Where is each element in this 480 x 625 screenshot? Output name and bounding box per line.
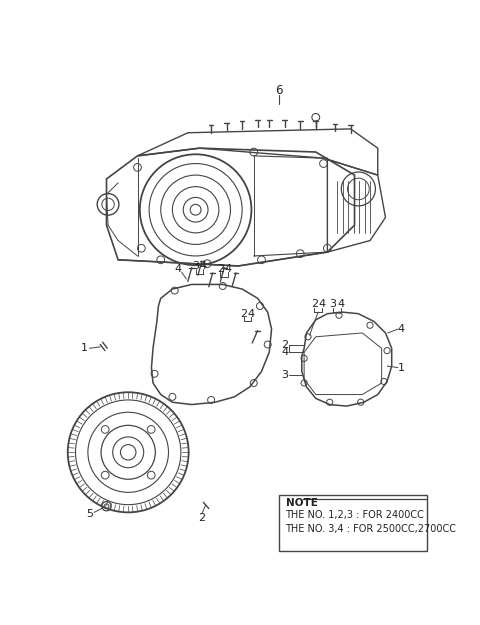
Text: 4: 4 bbox=[225, 264, 232, 274]
Text: 2: 2 bbox=[281, 339, 288, 349]
Text: THE NO. 3,4 : FOR 2500CC,2700CC: THE NO. 3,4 : FOR 2500CC,2700CC bbox=[286, 524, 456, 534]
Text: 3: 3 bbox=[329, 299, 336, 309]
Text: 1: 1 bbox=[397, 362, 405, 372]
Text: 1: 1 bbox=[81, 343, 88, 353]
Text: THE NO. 1,2,3 : FOR 2400CC: THE NO. 1,2,3 : FOR 2400CC bbox=[286, 511, 424, 521]
Text: 4: 4 bbox=[248, 309, 255, 319]
Text: 3: 3 bbox=[192, 261, 199, 271]
Text: NOTE: NOTE bbox=[286, 498, 317, 508]
Text: 5: 5 bbox=[86, 509, 93, 519]
Text: 3: 3 bbox=[281, 370, 288, 380]
Text: 4: 4 bbox=[174, 264, 181, 274]
Text: 6: 6 bbox=[275, 84, 282, 97]
Text: 2: 2 bbox=[311, 299, 318, 309]
Text: 2: 2 bbox=[198, 512, 205, 522]
Text: 2: 2 bbox=[240, 309, 247, 319]
Text: 2: 2 bbox=[217, 264, 224, 274]
Text: 4: 4 bbox=[281, 348, 288, 358]
Text: 4: 4 bbox=[318, 299, 325, 309]
Text: 4: 4 bbox=[337, 299, 344, 309]
Text: 4: 4 bbox=[397, 324, 405, 334]
Text: 4: 4 bbox=[200, 261, 207, 271]
